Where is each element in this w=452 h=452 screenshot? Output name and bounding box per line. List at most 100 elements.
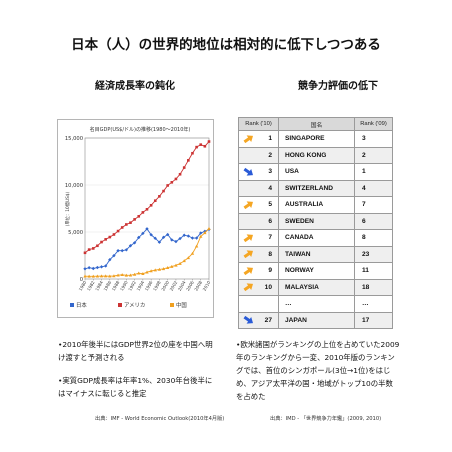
- series-1-point: [157, 240, 162, 244]
- bullet-text: •欧米諸国がランキングの上位を占めていた2009年のランキングから一変、2010…: [236, 340, 400, 401]
- series-1-point: [112, 253, 116, 258]
- series-1-point: [141, 231, 145, 236]
- series-1-point: [182, 233, 186, 237]
- x-tick-label: 1994: [136, 280, 146, 292]
- table-row: 2 HONG KONG 2: [238, 146, 393, 164]
- series-3-point: [137, 271, 141, 275]
- rank-2010-cell: 5: [238, 196, 279, 214]
- rank-2009-cell: 7: [354, 196, 393, 214]
- rank-2010: 1: [268, 135, 272, 143]
- competitiveness-ranking-table: Rank ('10) 国名 Rank ('09) 1 SINGAPORE 3 2…: [238, 117, 393, 329]
- rank-2009-cell: 1: [354, 163, 393, 181]
- series-3-point: [128, 273, 133, 277]
- trend-up-icon: [242, 266, 255, 276]
- x-tick-label: 2004: [177, 280, 187, 292]
- series-3-point: [120, 273, 124, 277]
- rank-2010-wrap: 9: [240, 263, 278, 278]
- y-axis-label: (単位：10億US$): [64, 191, 71, 226]
- rank-2009: 8: [362, 234, 366, 242]
- icon-spacer: [242, 150, 255, 160]
- country-name: USA: [285, 168, 299, 176]
- rank-2010-wrap: 8: [240, 247, 278, 262]
- country-name: SWITZERLAND: [285, 184, 333, 192]
- trend-up-icon: [242, 282, 255, 292]
- series-1-line: [84, 228, 210, 270]
- series-3-point: [99, 274, 104, 278]
- series-3-point: [153, 268, 157, 272]
- rank-2010-wrap: 6: [240, 214, 278, 229]
- series-1-point: [87, 266, 91, 270]
- series-2-point: [145, 207, 149, 211]
- rank-2010-cell: 3: [238, 163, 279, 181]
- x-tick-label: 1980: [78, 280, 88, 292]
- rank-2010-cell: 6: [238, 212, 279, 230]
- series-3-point: [178, 261, 182, 265]
- rank-2010-cell: 8: [238, 245, 279, 263]
- rank-2010: 27: [264, 316, 272, 324]
- table-row: 10 MALAYSIA 18: [238, 278, 393, 296]
- series-2-point: [207, 140, 211, 143]
- series-1-point: [99, 265, 104, 269]
- series-1-point: [132, 241, 137, 245]
- series-3-line: [84, 228, 210, 277]
- rank-2009: 23: [362, 250, 370, 258]
- chart-title: 名目GDP(US$/ドル)の推移(1980～2010年): [90, 126, 191, 133]
- series-2-point: [96, 244, 99, 248]
- rank-2010-cell: 9: [238, 262, 279, 280]
- rank-2010: 5: [268, 201, 272, 209]
- rank-2010-cell: 4: [238, 179, 279, 197]
- series-2-point: [158, 195, 161, 198]
- series-1-point: [199, 231, 203, 235]
- y-tick-label: 0: [80, 277, 83, 283]
- rank-2010: 7: [268, 234, 272, 242]
- x-tick-label: 1988: [111, 280, 121, 292]
- x-tick-label: 2000: [160, 280, 170, 292]
- rank-2010-cell: 10: [238, 278, 279, 296]
- header-rank-2010: Rank ('10): [238, 117, 279, 131]
- rank-2009: 11: [362, 267, 369, 275]
- series-3-point: [186, 256, 191, 260]
- series-3-point: [83, 274, 87, 278]
- trend-up-icon: [242, 200, 255, 210]
- rank-2009-cell: 17: [354, 311, 393, 329]
- country-cell: TAIWAN: [278, 245, 355, 263]
- legend-label: 中国: [176, 301, 187, 309]
- series-1-point: [103, 264, 108, 268]
- bullet-text: •2010年後半にはGDP世界2位の座を中国へ明け渡すと予測される: [58, 340, 213, 362]
- series-1-point: [174, 239, 178, 244]
- x-tick-label: 2008: [193, 280, 203, 292]
- country-cell: CANADA: [278, 229, 355, 247]
- series-2-point: [137, 215, 141, 218]
- rank-2010-cell: 7: [238, 229, 279, 247]
- x-tick-label: 1984: [94, 280, 104, 292]
- rank-2010: 6: [268, 217, 272, 225]
- rank-2009-cell: 23: [354, 245, 393, 263]
- x-tick-label: 2002: [169, 280, 179, 292]
- series-2-point: [187, 159, 190, 162]
- series-1-point: [124, 248, 129, 252]
- series-1-point: [95, 265, 100, 270]
- series-3-point: [203, 231, 207, 235]
- series-2-point: [133, 218, 136, 221]
- gdp-line-chart: 名目GDP(US$/ドル)の推移(1980～2010年) (単位：10億US$)…: [64, 126, 212, 309]
- series-2-point: [199, 143, 203, 146]
- series-3-point: [132, 272, 137, 276]
- series-3-point: [165, 266, 170, 270]
- rank-2009-cell: 18: [354, 278, 393, 296]
- series-3-point: [149, 269, 153, 273]
- series-1-point: [120, 248, 124, 253]
- rank-2010-cell: [238, 295, 279, 313]
- rank-2009: 4: [362, 184, 366, 192]
- table-header-row: Rank ('10) 国名 Rank ('09): [238, 117, 393, 131]
- table-row: 7 CANADA 8: [238, 229, 393, 247]
- rank-2010-wrap: 4: [240, 181, 278, 196]
- x-tick-label: 1998: [152, 280, 162, 292]
- legend-swatch: [70, 303, 74, 307]
- gdp-chart-frame: 名目GDP(US$/ドル)の推移(1980～2010年) (単位：10億US$)…: [57, 119, 214, 318]
- country-cell: JAPAN: [278, 311, 355, 329]
- series-2-point: [174, 177, 178, 181]
- series-1-point: [149, 233, 153, 237]
- rank-2010-wrap: 2: [240, 148, 278, 163]
- series-2-point: [91, 247, 95, 250]
- rank-2010-wrap: 27: [240, 313, 278, 328]
